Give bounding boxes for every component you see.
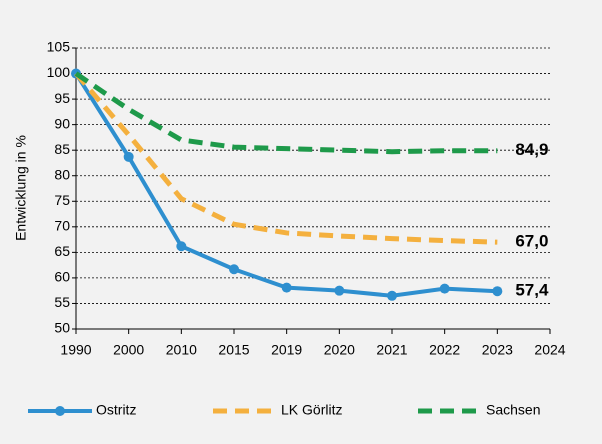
- y-tick-label: 65: [54, 243, 70, 259]
- point: [492, 286, 503, 297]
- legend-label: LK Görlitz: [281, 402, 342, 418]
- x-tick-label: 2020: [324, 342, 355, 358]
- x-tick-label: 2019: [271, 342, 302, 358]
- series-line: [74, 71, 498, 245]
- y-axis-label: Entwicklung in %: [13, 135, 29, 241]
- y-tick-label: 75: [54, 192, 70, 208]
- x-tick-label: 1990: [60, 342, 91, 358]
- x-tick-label: 2024: [534, 342, 565, 358]
- x-tick-label: 2000: [113, 342, 144, 358]
- x-tick-label: 2022: [429, 342, 460, 358]
- point: [387, 290, 397, 301]
- y-tick-label: 70: [54, 218, 70, 234]
- data-label: 84,9: [515, 140, 548, 159]
- x-tick-label: 2015: [218, 342, 249, 358]
- y-tick-label: 100: [47, 64, 71, 80]
- point: [281, 282, 292, 293]
- point: [176, 241, 187, 252]
- series-line: [74, 71, 498, 155]
- y-tick-label: 80: [54, 166, 70, 182]
- point: [439, 283, 450, 294]
- point: [123, 151, 134, 162]
- y-tick-label: 95: [54, 90, 70, 106]
- y-tick-label: 85: [54, 141, 70, 157]
- y-tick-label: 50: [54, 320, 70, 336]
- point: [334, 285, 345, 296]
- data-label: 57,4: [515, 281, 549, 300]
- y-tick-label: 90: [54, 115, 70, 131]
- y-tick-label: 55: [54, 294, 70, 310]
- data-label: 67,0: [515, 232, 548, 251]
- x-tick-label: 2023: [482, 342, 513, 358]
- legend-marker: [55, 406, 65, 416]
- legend-label: Sachsen: [486, 402, 540, 418]
- x-tick-label: 2021: [376, 342, 407, 358]
- y-tick-label: 60: [54, 269, 70, 285]
- x-tick-label: 2010: [166, 342, 197, 358]
- y-tick-label: 105: [47, 39, 71, 55]
- point: [229, 264, 239, 275]
- legend-label: Ostritz: [96, 402, 136, 418]
